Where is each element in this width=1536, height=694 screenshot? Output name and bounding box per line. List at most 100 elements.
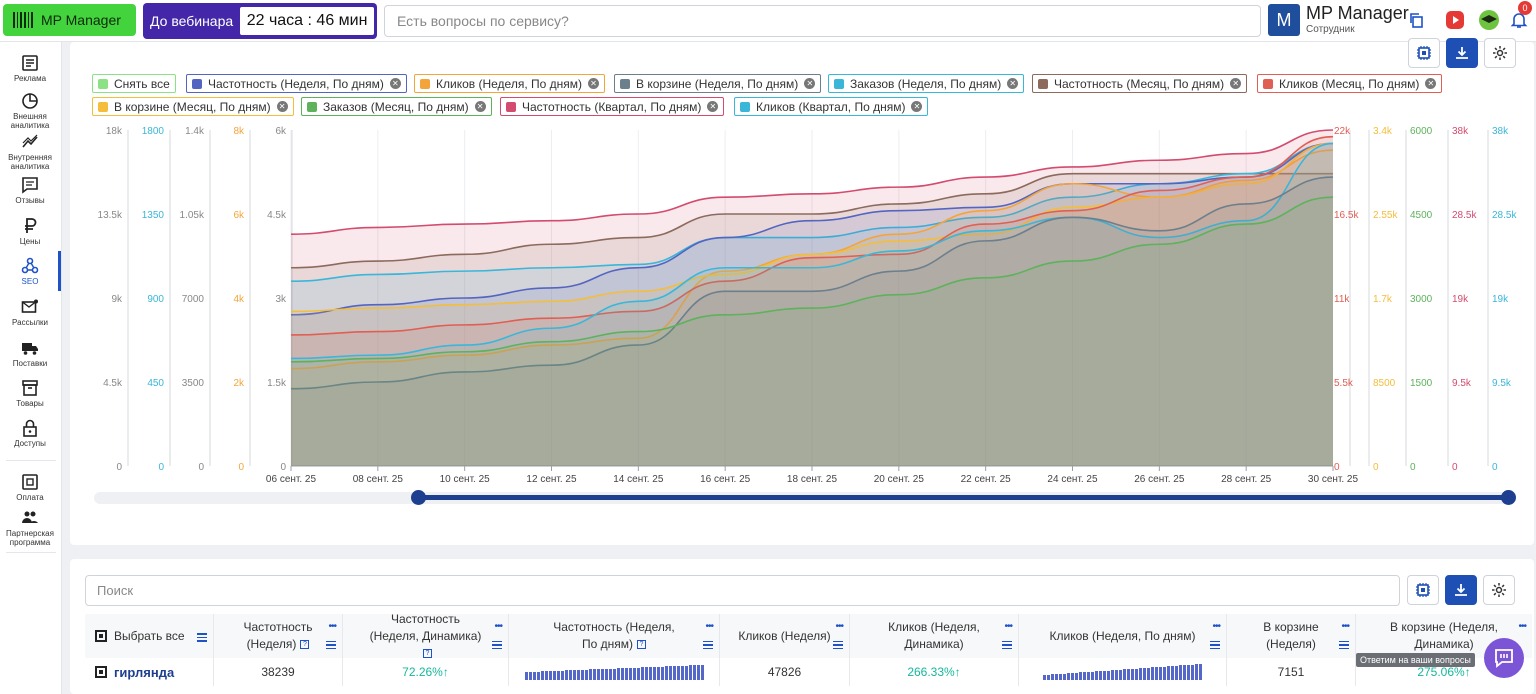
column-more-icon[interactable]: ••• [1518, 621, 1526, 632]
chart-settings-button[interactable] [1484, 38, 1516, 68]
sparkline-bar [1059, 673, 1062, 680]
remove-series-icon[interactable]: ✕ [276, 101, 288, 112]
sparkline-bar [700, 665, 704, 680]
range-slider-start-handle[interactable] [411, 490, 426, 505]
sidebar-item-partners[interactable]: Партнерская программа [0, 509, 60, 547]
column-menu-icon[interactable] [492, 640, 502, 652]
column-menu-icon[interactable] [1002, 640, 1012, 652]
table-search-input[interactable]: Поиск [85, 575, 1400, 606]
range-slider-end-handle[interactable] [1501, 490, 1516, 505]
column-menu-icon[interactable] [1339, 640, 1349, 652]
sidebar-item-external-analytics[interactable]: Внешняя аналитика [0, 92, 60, 130]
chart-download-button[interactable] [1446, 38, 1478, 68]
legend-item[interactable]: Кликов (Месяц, По дням) ✕ [1257, 74, 1443, 93]
table-chip-button[interactable] [1407, 575, 1439, 605]
column-more-icon[interactable]: ••• [705, 621, 713, 632]
legend-color-swatch [834, 78, 844, 89]
remove-series-icon[interactable]: ✕ [804, 78, 816, 89]
row-checkbox[interactable] [95, 666, 107, 678]
column-header-clicks-dynamics[interactable]: Кликов (Неделя, Динамика) ••• [850, 614, 1019, 658]
x-tick-label: 20 сент. 25 [874, 474, 925, 485]
y-tick-label: 4.5k [103, 378, 123, 389]
column-menu-icon[interactable] [703, 640, 713, 652]
bell-icon[interactable]: 0 [1508, 1, 1532, 31]
column-more-icon[interactable]: ••• [1004, 621, 1012, 632]
sidebar-item-mailings[interactable]: Рассылки [0, 298, 60, 327]
x-tick-label: 24 сент. 25 [1047, 474, 1098, 485]
series-line [290, 135, 1334, 336]
download-icon [1455, 584, 1467, 596]
academy-icon[interactable] [1478, 9, 1500, 31]
chart-chip-button[interactable] [1408, 38, 1440, 68]
column-header-cart-week[interactable]: В корзине (Неделя) ••• [1227, 614, 1356, 658]
remove-series-icon[interactable]: ✕ [1007, 78, 1019, 89]
column-more-icon[interactable]: ••• [835, 621, 843, 632]
column-header-freq-daily[interactable]: Частотность (Неделя, По дням)? ••• [509, 614, 720, 658]
remove-series-icon[interactable]: ✕ [588, 78, 599, 89]
sparkline-bar [1087, 671, 1090, 680]
column-more-icon[interactable]: ••• [328, 621, 336, 632]
column-header-clicks-week[interactable]: Кликов (Неделя) ••• [720, 614, 850, 658]
legend-item[interactable]: Заказов (Неделя, По дням) ✕ [828, 74, 1025, 93]
legend-clear-all[interactable]: Снять все [92, 74, 176, 93]
sidebar-item-products[interactable]: Товары [0, 379, 60, 408]
legend-item[interactable]: Кликов (Неделя, По дням) ✕ [414, 74, 605, 93]
app-logo[interactable]: MP Manager [3, 4, 136, 36]
download-icon [1456, 47, 1468, 59]
series-area [291, 143, 1333, 466]
sparkline-bar [1083, 672, 1086, 680]
column-more-icon[interactable]: ••• [1212, 621, 1220, 632]
column-header-freq-week[interactable]: Частотность (Неделя)? ••• [214, 614, 343, 658]
legend-item[interactable]: В корзине (Месяц, По дням) ✕ [92, 97, 294, 116]
table-settings-button[interactable] [1483, 575, 1515, 605]
webinar-countdown[interactable]: До вебинара 22 часа : 46 мин [143, 3, 377, 39]
video-icon[interactable] [1444, 9, 1466, 31]
support-chat-button[interactable] [1484, 638, 1524, 678]
remove-series-icon[interactable]: ✕ [707, 101, 719, 112]
column-more-icon[interactable]: ••• [494, 621, 502, 632]
column-menu-icon[interactable] [833, 640, 843, 652]
legend-item[interactable]: Частотность (Квартал, По дням) ✕ [500, 97, 725, 116]
remove-series-icon[interactable]: ✕ [1230, 78, 1242, 89]
remove-series-icon[interactable]: ✕ [1425, 78, 1437, 89]
x-tick-label: 28 сент. 25 [1221, 474, 1272, 485]
y-tick-label: 1.7k [1373, 294, 1393, 305]
legend-item[interactable]: Частотность (Месяц, По дням) ✕ [1032, 74, 1248, 93]
remove-series-icon[interactable]: ✕ [474, 101, 486, 112]
keyword-link[interactable]: гирлянда [114, 664, 175, 680]
user-name[interactable]: MP Manager [1306, 3, 1409, 23]
column-menu-icon[interactable] [326, 640, 336, 652]
copy-icon[interactable] [1405, 9, 1427, 31]
column-header-clicks-daily[interactable]: Кликов (Неделя, По дням) ••• [1019, 614, 1227, 658]
legend-item[interactable]: Заказов (Месяц, По дням) ✕ [301, 97, 492, 116]
legend-item[interactable]: В корзине (Неделя, По дням) ✕ [614, 74, 822, 93]
legend-item[interactable]: Кликов (Квартал, По дням) ✕ [734, 97, 929, 116]
sidebar-item-payment[interactable]: Оплата [0, 473, 60, 502]
remove-series-icon[interactable]: ✕ [911, 101, 923, 112]
column-menu-icon[interactable] [1210, 640, 1220, 652]
chat-icon [1495, 649, 1513, 668]
table-row-keyword[interactable]: гирлянда [85, 658, 214, 686]
sparkline-bar [1099, 671, 1102, 680]
sidebar-item-supplies[interactable]: Поставки [0, 339, 60, 368]
table-download-button[interactable] [1445, 575, 1477, 605]
sidebar-item-access[interactable]: Доступы [0, 419, 60, 448]
column-header-freq-dynamics[interactable]: Частотность (Неделя, Динамика)? ••• [343, 612, 509, 658]
column-header-select-all[interactable]: Выбрать все [85, 614, 214, 658]
sidebar-item-seo[interactable]: SEO [0, 257, 60, 286]
select-all-checkbox[interactable] [95, 630, 107, 642]
column-more-icon[interactable]: ••• [1341, 621, 1349, 632]
legend-item[interactable]: Частотность (Неделя, По дням) ✕ [186, 74, 407, 93]
question-search-input[interactable]: Есть вопросы по сервису? [384, 5, 1261, 37]
avatar[interactable]: M [1268, 4, 1300, 36]
y-tick-label: 4k [233, 294, 245, 305]
sidebar-item-ads[interactable]: Реклама [0, 54, 60, 83]
series-area [291, 197, 1333, 466]
y-tick-label: 38k [1452, 126, 1469, 137]
column-menu-icon[interactable] [197, 633, 207, 644]
remove-series-icon[interactable]: ✕ [389, 78, 401, 89]
sidebar-item-internal-analytics[interactable]: Внутренняя аналитика [0, 133, 60, 171]
payment-icon [22, 474, 38, 490]
sidebar-item-reviews[interactable]: Отзывы [0, 176, 60, 205]
sidebar-item-prices[interactable]: Цены [0, 217, 60, 246]
